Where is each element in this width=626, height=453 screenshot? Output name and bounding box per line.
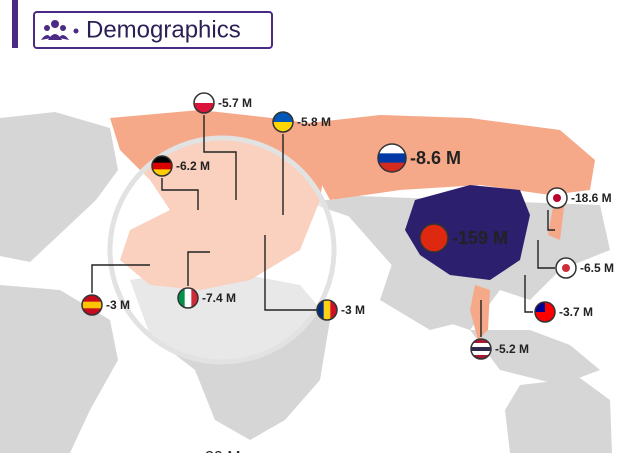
flag-stripe [378, 153, 406, 164]
flag-dot [562, 264, 570, 272]
flag-stripe [82, 295, 102, 303]
flag-stripe [82, 301, 102, 309]
flag-ring [81, 294, 103, 316]
magnifier [107, 135, 337, 365]
flag-ring [272, 111, 294, 133]
country-label: -5.8 M [297, 115, 331, 129]
flag-stripe [471, 343, 491, 348]
flag-stripe [273, 112, 293, 123]
flag-ring [316, 299, 338, 321]
flag-stripe [178, 288, 186, 308]
flag-stripe [317, 300, 325, 320]
country-label: -5.7 M [218, 96, 252, 110]
flag-ring [377, 143, 407, 173]
flag-stripe [323, 300, 331, 320]
flag-stripe [82, 308, 102, 315]
flag-stripe [194, 103, 214, 113]
flag-stripe [471, 339, 491, 344]
country-label: -3.7 M [559, 305, 593, 319]
people-icon [41, 20, 79, 40]
land [0, 112, 612, 453]
flag-stripe [152, 162, 172, 170]
flag-ring [151, 155, 173, 177]
country-label: -6.5 M [580, 261, 614, 275]
flag-stripe [191, 288, 198, 308]
flag-ring [419, 223, 449, 253]
flag-stripe [471, 351, 491, 356]
country-label: -8.6 M [410, 148, 461, 168]
country-label: -3 M [341, 303, 365, 317]
flag-stripe [378, 162, 406, 172]
flag-stripe [194, 93, 214, 104]
flag-stripe [152, 169, 172, 176]
country-label: -18.6 M [571, 191, 612, 205]
flag-ring [555, 257, 577, 279]
flag-stripe [471, 347, 491, 352]
flag-ring [534, 301, 556, 323]
country-label: -5.2 M [495, 342, 529, 356]
country-label: -7.4 M [202, 291, 236, 305]
flag-stripe [378, 144, 406, 154]
flag-ring [177, 287, 199, 309]
country-label: -6.2 M [176, 159, 210, 173]
china [405, 185, 530, 280]
flag-canton [535, 302, 545, 312]
accent-bar [12, 0, 18, 48]
country-label: -159 M [452, 228, 508, 248]
flag-ring [193, 92, 215, 114]
flag-stripe [330, 300, 337, 320]
flag-stripe [184, 288, 192, 308]
leader-lines [91, 115, 555, 337]
flag-stripe [152, 156, 172, 164]
flag-stripe [273, 122, 293, 132]
header-box [33, 11, 273, 49]
country-label: -3 M [106, 298, 130, 312]
flag-dot [553, 194, 561, 202]
flag-stripe [471, 355, 491, 359]
flag-ring [470, 338, 492, 360]
header-title: Demographics [86, 16, 241, 43]
flag-stripe [420, 224, 448, 252]
bottom-label: 20 M [205, 449, 241, 453]
flag-ring [546, 187, 568, 209]
